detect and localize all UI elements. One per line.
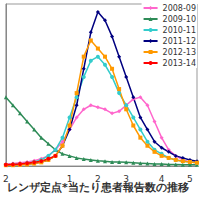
svg-text:2: 2 [95,173,101,184]
svg-text:2009-10: 2009-10 [163,15,196,24]
svg-text:2011-12: 2011-12 [163,37,196,46]
svg-text:2010-11: 2010-11 [163,26,196,35]
svg-text:1: 1 [66,173,73,184]
svg-text:2012-13: 2012-13 [163,48,196,57]
svg-text:レンザ定点*当たり患者報告数の推移: レンザ定点*当たり患者報告数の推移 [7,181,189,194]
svg-text:2: 2 [3,173,9,184]
svg-text:5: 5 [187,173,193,184]
svg-text:2013-14: 2013-14 [163,59,196,68]
svg-text:4: 4 [158,173,165,184]
svg-text:2008-09: 2008-09 [163,4,196,13]
svg-text:3: 3 [123,173,130,184]
